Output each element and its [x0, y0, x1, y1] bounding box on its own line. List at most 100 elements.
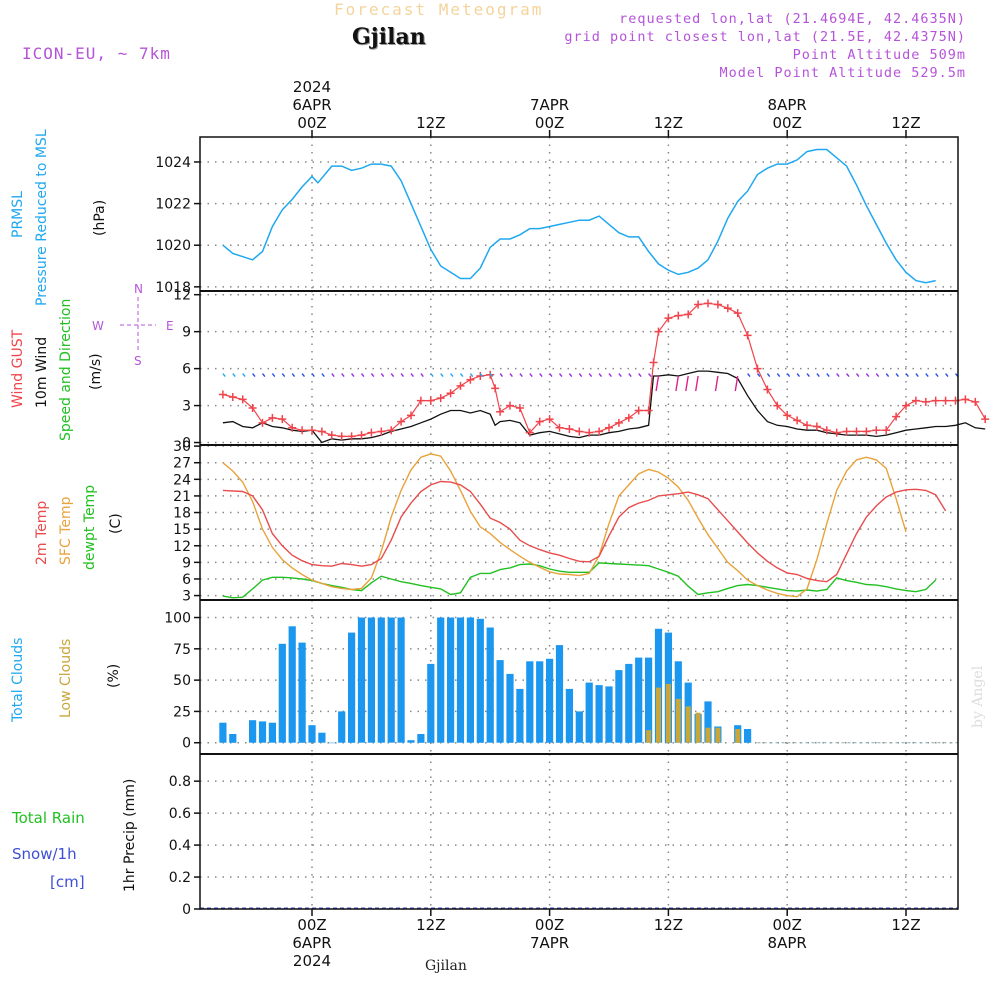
gust-marker: [803, 421, 811, 430]
temp-dewpt-label: dewpt Temp: [82, 484, 98, 570]
y-tick-label: 0.8: [169, 774, 191, 790]
wind-dir-arrow: [648, 373, 652, 377]
wind-dir-arrow: [539, 373, 543, 377]
wind-dir-arrow: [410, 373, 414, 377]
wind-dir-arrow: [826, 373, 830, 377]
wind-unit: (m/s): [88, 353, 104, 390]
bottom-date-label: 8APR: [768, 934, 807, 952]
gust-marker: [911, 396, 920, 405]
wind-dir-arrow: [440, 373, 444, 377]
wind-dir-arrow: [301, 373, 306, 377]
wind-dir-arrow: [489, 373, 494, 377]
gust-marker: [694, 300, 703, 309]
gust-marker: [367, 428, 376, 437]
total-clouds-bar: [565, 688, 573, 743]
gust-marker: [852, 427, 861, 436]
sfc-temp-line: [222, 453, 907, 598]
wind-dir-arrow: [816, 373, 820, 377]
gust-marker: [753, 364, 762, 373]
total-clouds-bar: [704, 701, 712, 743]
gust-marker: [649, 358, 658, 367]
y-tick-label: 25: [173, 704, 191, 720]
wind-dir-arrow: [865, 373, 870, 377]
2m-temp-line: [222, 480, 947, 583]
total-clouds-bar: [506, 673, 514, 743]
low-clouds-bar: [646, 730, 652, 743]
total-clouds-bar: [595, 685, 603, 743]
gust-marker: [535, 417, 544, 426]
y-tick-label: 6: [182, 572, 191, 588]
compass-cross: [120, 297, 156, 353]
y-tick-label: 0.2: [169, 870, 191, 886]
top-time-label: 12Z: [891, 114, 920, 132]
gust-marker: [941, 396, 950, 405]
bottom-time-label: 00Z: [535, 916, 564, 934]
total-clouds-bar: [654, 628, 663, 743]
gust-marker: [397, 417, 406, 426]
total-clouds-bar: [367, 617, 375, 743]
bottom-date-label: 6APR: [292, 934, 331, 952]
gust-marker: [288, 423, 297, 432]
gust-marker: [585, 428, 594, 437]
bottom-time-label: 00Z: [297, 916, 326, 934]
y-tick-label: 75: [173, 642, 191, 658]
gust-marker: [793, 416, 802, 425]
wind-dir-arrow: [390, 373, 395, 377]
y-tick-label: 0.6: [169, 806, 191, 822]
gust-marker: [783, 411, 792, 420]
model-altitude: Model Point Altitude 529.5m: [719, 65, 966, 81]
gust-marker: [684, 310, 693, 319]
wind-dir-arrow: [638, 373, 642, 377]
total-clouds-bar: [744, 729, 752, 743]
wind-10m-label: 10m Wind: [34, 336, 50, 408]
total-clouds-bar: [615, 670, 623, 743]
gust-marker: [357, 431, 366, 440]
wind-dir-arrow: [529, 373, 533, 377]
wind-dir-arrow: [351, 373, 355, 377]
gust-marker: [416, 396, 425, 405]
bottom-year-label: 2024: [293, 952, 331, 970]
total-clouds-bar: [437, 617, 445, 743]
wind-dir-arrow: [311, 373, 315, 377]
total-clouds-bar: [427, 663, 435, 743]
gust-marker: [872, 426, 881, 435]
total-clouds-bar: [308, 725, 316, 743]
y-tick-label: 27: [173, 456, 191, 472]
total-clouds-bar: [496, 660, 504, 743]
total-clouds-bar: [575, 711, 583, 743]
grid-temp: [194, 445, 958, 600]
low-clouds-bar: [695, 712, 701, 743]
credit-watermark: by Angel: [970, 665, 986, 728]
gust-marker: [407, 411, 415, 420]
wind-dir-arrow: [479, 373, 484, 377]
total-clouds-bar: [298, 642, 306, 743]
gust-marker: [238, 395, 247, 404]
y-tick-label: 1024: [155, 155, 191, 171]
gust-marker: [882, 426, 891, 435]
wind-dir-arrow: [370, 373, 375, 377]
wind-dir-arrow: [796, 373, 801, 377]
temp-sfc-label: SFC Temp: [58, 496, 74, 565]
grid-pressure: [194, 137, 958, 291]
y-tick-label: 1022: [155, 197, 191, 213]
total-clouds-bar: [278, 643, 286, 743]
y-tick-label: 3: [182, 589, 191, 605]
gust-marker: [268, 413, 277, 422]
y-tick-label: 9: [182, 325, 191, 341]
total-clouds-bar: [357, 617, 366, 743]
total-clouds-bar: [516, 688, 524, 743]
wind-dir-arrow: [341, 373, 345, 377]
total-clouds-bar: [635, 657, 643, 743]
gust-marker: [763, 385, 772, 394]
compass-s: S: [134, 354, 142, 368]
plot-frame: [199, 136, 959, 910]
gust-marker: [644, 406, 653, 415]
gust-marker: [555, 423, 564, 432]
wind-dir-arrow: [608, 373, 612, 377]
total-clouds-bar: [456, 617, 465, 743]
total-clouds-bar: [338, 711, 346, 743]
gust-marker: [228, 392, 237, 401]
gust-marker: [298, 426, 307, 435]
total-clouds-bar: [447, 617, 455, 743]
